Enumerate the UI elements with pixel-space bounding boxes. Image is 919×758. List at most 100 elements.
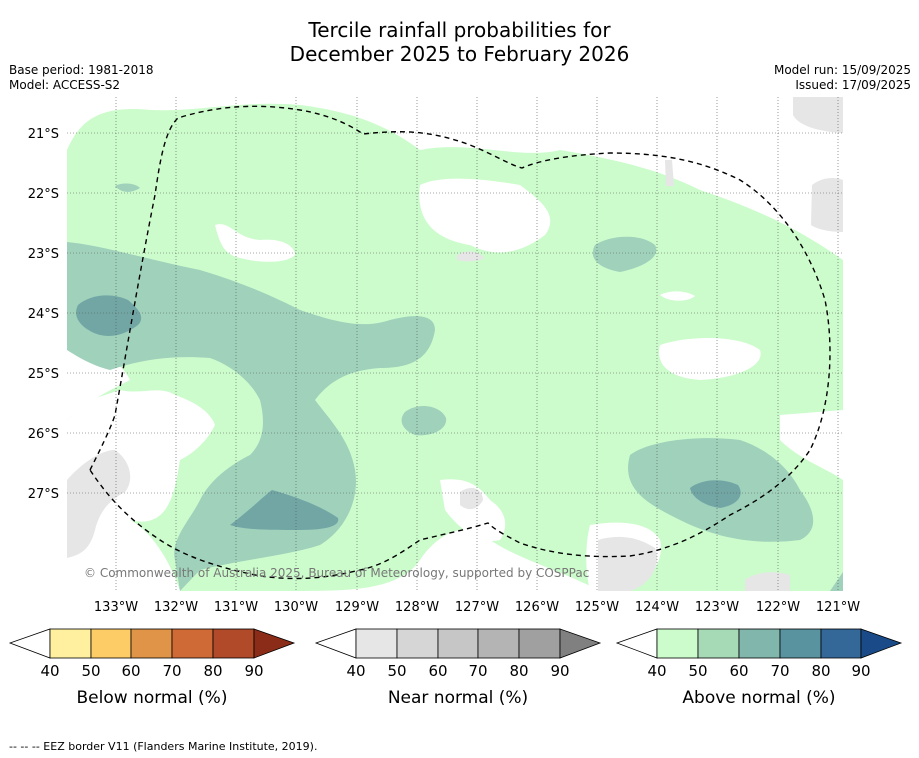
colorbar-segment <box>212 628 255 659</box>
above-normal-60-corner <box>830 572 843 591</box>
colorbar-tick: 80 <box>203 662 222 680</box>
colorbar-tick: 90 <box>550 662 569 680</box>
base-period: Base period: 1981-2018 <box>9 63 154 77</box>
lat-label: 27°S <box>28 487 59 502</box>
near-normal-ne-block <box>811 177 843 232</box>
probability-field <box>67 97 843 591</box>
lon-label: 122°W <box>756 600 800 615</box>
issued-date: Issued: 17/09/2025 <box>795 78 911 92</box>
white-patch-southeast <box>780 410 843 480</box>
above-normal-70-west <box>76 295 142 336</box>
above-normal-60-blob2 <box>401 406 447 436</box>
lon-label: 123°W <box>695 600 739 615</box>
colorbar-label: Near normal (%) <box>388 688 528 708</box>
eez-legend-note: -- -- -- EEZ border V11 (Flanders Marine… <box>9 740 318 753</box>
colorbar-tick: 80 <box>509 662 528 680</box>
white-patch-north <box>419 178 551 253</box>
above-normal-60-blob1 <box>592 236 657 272</box>
lat-label: 24°S <box>28 307 59 322</box>
colorbar-arrow-right <box>559 628 602 659</box>
colorbar-tick: 80 <box>811 662 830 680</box>
colorbar-segment <box>697 628 740 659</box>
colorbar-tick: 90 <box>244 662 263 680</box>
model-run: Model run: 15/09/2025 <box>773 63 911 77</box>
lat-label: 26°S <box>28 427 59 442</box>
model-name: Model: ACCESS-S2 <box>9 78 121 92</box>
title-line-1: Tercile rainfall probabilities for <box>308 18 611 42</box>
colorbar-tick: 70 <box>770 662 789 680</box>
colorbar-tick: 40 <box>647 662 666 680</box>
lon-label: 126°W <box>515 600 559 615</box>
above-normal-60-blob3 <box>115 183 140 192</box>
colorbar-tick: 60 <box>428 662 447 680</box>
above-normal-60-region <box>67 242 435 591</box>
longitude-labels: 133°W 132°W 131°W 130°W 129°W 128°W 127°… <box>94 600 860 615</box>
colorbar-above-normal: 40 50 60 70 80 90 Above normal (%) <box>615 628 903 708</box>
white-patch-small <box>660 291 695 301</box>
colorbar-tick: 60 <box>121 662 140 680</box>
lat-label: 23°S <box>28 247 59 262</box>
colorbar-arrow-left <box>615 628 658 659</box>
colorbar-tick: 40 <box>40 662 59 680</box>
near-normal-strip <box>665 160 674 186</box>
above-normal-70-east <box>690 480 741 508</box>
colorbar-tick: 50 <box>387 662 406 680</box>
colorbar-segment <box>820 628 862 659</box>
colorbar-tick: 70 <box>162 662 181 680</box>
near-normal-south2 <box>598 536 658 591</box>
colorbar-segment <box>656 628 699 659</box>
graticule <box>67 97 843 591</box>
lon-label: 128°W <box>395 600 439 615</box>
white-patch-south <box>440 479 506 541</box>
colorbar-segment <box>518 628 561 659</box>
colorbar-segment <box>171 628 214 659</box>
colorbar-segment <box>477 628 520 659</box>
colorbar-tick: 60 <box>729 662 748 680</box>
colorbar-tick: 70 <box>468 662 487 680</box>
copyright-notice: © Commonwealth of Australia 2025, Bureau… <box>84 566 589 580</box>
title-line-2: December 2025 to February 2026 <box>289 42 630 66</box>
colorbar-arrow-left <box>8 628 51 659</box>
colorbar-segment <box>49 628 92 659</box>
colorbar-tick: 90 <box>851 662 870 680</box>
lon-label: 129°W <box>335 600 379 615</box>
colorbar-tick: 50 <box>81 662 100 680</box>
lon-label: 121°W <box>816 600 860 615</box>
colorbar-near-normal: 40 50 60 70 80 90 Near normal (%) <box>314 628 602 708</box>
lon-label: 133°W <box>94 600 138 615</box>
latitude-labels: 21°S 22°S 23°S 24°S 25°S 26°S 27°S <box>28 127 59 502</box>
colorbar-tick: 40 <box>346 662 365 680</box>
colorbar-label: Below normal (%) <box>77 688 228 708</box>
lon-label: 132°W <box>154 600 198 615</box>
colorbar-arrow-right <box>860 628 903 659</box>
near-normal-sw <box>67 450 131 558</box>
colorbar-segment <box>355 628 398 659</box>
colorbar-label: Above normal (%) <box>682 688 835 708</box>
lon-label: 125°W <box>575 600 619 615</box>
colorbar-segment <box>90 628 132 659</box>
above-normal-70-south <box>230 490 339 530</box>
metadata-right: Model run: 15/09/2025 Issued: 17/09/2025 <box>774 63 911 93</box>
metadata-left: Base period: 1981-2018 Model: ACCESS-S2 <box>9 63 154 93</box>
colorbar-segment <box>738 628 781 659</box>
near-normal-south3 <box>745 572 790 591</box>
lon-label: 131°W <box>214 600 258 615</box>
colorbar-tick: 50 <box>688 662 707 680</box>
lat-label: 25°S <box>28 367 59 382</box>
colorbar-segment <box>396 628 439 659</box>
lat-label: 22°S <box>28 187 59 202</box>
near-normal-nw-corner <box>793 97 843 133</box>
colorbar-below-normal: 40 50 60 70 80 90 Below normal (%) <box>8 628 296 708</box>
map-title: Tercile rainfall probabilities for Decem… <box>0 18 919 66</box>
colorbar-segment <box>779 628 822 659</box>
eez-border <box>89 105 831 580</box>
white-patch-west <box>215 224 295 262</box>
colorbar-arrow-left <box>314 628 357 659</box>
colorbar-segment <box>130 628 173 659</box>
white-patch-east <box>659 338 761 380</box>
lat-label: 21°S <box>28 127 59 142</box>
lon-label: 127°W <box>455 600 499 615</box>
lon-label: 124°W <box>635 600 679 615</box>
colorbar-segment <box>437 628 479 659</box>
